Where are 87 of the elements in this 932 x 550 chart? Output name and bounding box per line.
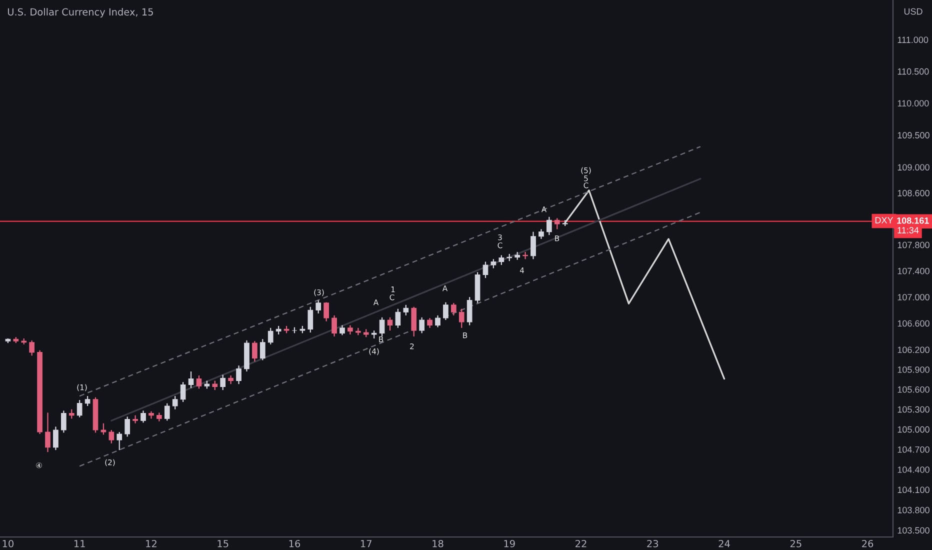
candlestick [403, 304, 409, 316]
candlestick [324, 302, 329, 322]
candlestick [53, 426, 58, 451]
candlestick [180, 382, 186, 403]
candlestick [100, 422, 106, 436]
ref-line-label: 108.161 [897, 217, 929, 224]
candlestick [29, 340, 35, 356]
candlestick [252, 340, 258, 362]
x-tick-label: 23 [647, 540, 658, 548]
y-tick-label: 111.000 [898, 36, 928, 44]
candlestick [340, 324, 345, 336]
candlestick [68, 408, 74, 420]
candlestick [236, 364, 242, 385]
candlestick [554, 218, 560, 230]
candlestick [124, 416, 130, 438]
candlestick [530, 231, 536, 260]
candlestick [482, 261, 488, 279]
candlestick [395, 308, 401, 328]
y-tick-label: 105.900 [898, 366, 930, 373]
x-tick-label: 11 [74, 540, 85, 548]
y-tick-label: 105.600 [898, 386, 930, 393]
candlestick [84, 395, 90, 407]
candlestick [61, 410, 66, 434]
candlestick [498, 254, 504, 266]
candlestick [546, 216, 552, 236]
y-tick-label: 109.000 [898, 164, 930, 171]
y-tick-label: 110.500 [898, 68, 929, 75]
candlestick [419, 316, 424, 334]
y-tick-label: 104.100 [898, 486, 930, 494]
x-tick-label: 24 [718, 540, 730, 548]
candlestick [443, 302, 448, 321]
candlestick [76, 399, 82, 418]
x-tick-label: 15 [218, 540, 228, 548]
candlestick [140, 410, 146, 424]
x-tick-label: 10 [2, 540, 14, 548]
candlestick [308, 306, 314, 334]
candlestick [196, 374, 202, 390]
candlestick [172, 395, 178, 410]
candlestick [260, 338, 266, 361]
x-tick-label: 19 [504, 540, 515, 548]
candlestick [427, 317, 432, 328]
y-tick-label: 105.300 [898, 406, 930, 413]
candlestick [116, 431, 122, 451]
candlestick [212, 380, 218, 391]
y-tick-label: 107.800 [898, 242, 930, 248]
candlestick [490, 258, 496, 269]
candlestick [108, 429, 114, 444]
y-tick-label: 107.400 [898, 268, 930, 274]
x-tick-label: 22 [576, 540, 586, 548]
candlestick [132, 414, 138, 424]
y-tick-label: 106.200 [898, 346, 930, 354]
candlestick [458, 308, 464, 328]
y-tick-label: 107.000 [898, 294, 930, 300]
x-tick-label: 25 [790, 540, 802, 548]
text: U.S. Dollar Currency Index, 15 [8, 8, 153, 18]
candlestick [268, 327, 274, 345]
candlestick [435, 314, 440, 328]
candlestick [450, 302, 456, 316]
y-tick-label: 105.000 [898, 426, 930, 433]
y-tick-label: 103.500 [898, 527, 930, 534]
candlestick [538, 228, 544, 240]
y-tick-label: 104.700 [898, 446, 930, 453]
y-tick-label: 104.400 [898, 466, 930, 473]
x-tick-label: 17 [360, 540, 372, 548]
y-tick-label: 110.000 [898, 100, 929, 106]
y-axis-title: USD [904, 8, 922, 15]
x-tick-label: 12 [146, 540, 156, 548]
x-tick-label: 16 [289, 540, 300, 548]
y-tick-label: 106.600 [898, 320, 930, 327]
y-tick-label: 103.800 [898, 506, 930, 514]
x-tick-label: 18 [432, 540, 444, 548]
text: 11:34 [898, 227, 919, 234]
x-tick-label: 26 [862, 540, 874, 548]
candlestick [316, 300, 322, 314]
candlestick [348, 324, 353, 336]
candlestick [45, 412, 50, 453]
candlestick [379, 316, 385, 338]
candlestick [220, 374, 226, 391]
candlestick [164, 402, 170, 422]
y-tick-label: 109.500 [898, 132, 930, 138]
y-tick-label: 108.600 [898, 190, 930, 196]
candlestick [188, 370, 194, 389]
candlestick [332, 314, 337, 338]
candlestick [387, 316, 393, 332]
annotation: DXY [875, 217, 894, 224]
candlestick [466, 296, 472, 326]
candlestick [411, 306, 417, 338]
